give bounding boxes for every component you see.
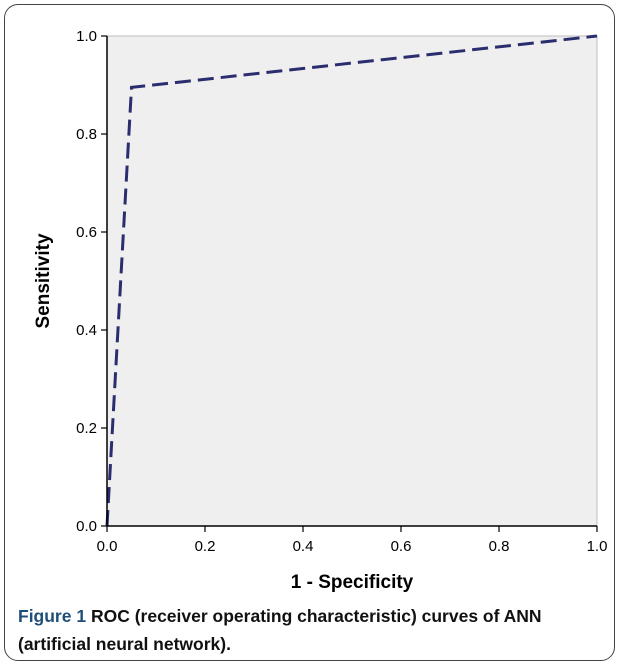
- y-tick-label: 0.8: [76, 126, 97, 143]
- y-tick-label: 0.6: [76, 224, 97, 241]
- x-tick-label: 0.4: [293, 538, 314, 555]
- roc-chart: 0.0 0.2 0.4 0.6 0.8 1.0 0.0 0.2 0.4 0.6 0.8 1.0 1 -…: [33, 28, 607, 593]
- y-tick-label: 0.4: [76, 322, 97, 339]
- x-tick-label: 1.0: [587, 538, 608, 555]
- y-axis-label: Sensitivity: [33, 233, 54, 328]
- axis-ticks: 0.0 0.2 0.4 0.6 0.8 1.0 0.0 0.2 0.4 0.6 0.8 1.0: [76, 28, 607, 555]
- figure-caption-text: ROC (receiver operating characteristic) …: [18, 606, 542, 654]
- x-tick-label: 0.6: [391, 538, 412, 555]
- x-tick-label: 0.0: [97, 538, 118, 555]
- series-group: [105, 34, 598, 527]
- x-tick-label: 0.2: [195, 538, 216, 555]
- y-tick-label: 1.0: [76, 28, 97, 45]
- x-axis-label: 1 - Specificity: [291, 572, 414, 593]
- figure-number: Figure 1: [18, 606, 87, 626]
- plot-area: [106, 35, 598, 527]
- figure-caption: Figure 1 ROC (receiver operating charact…: [18, 602, 608, 658]
- roc-curve-line: [105, 34, 598, 527]
- y-tick-label: 0.0: [76, 518, 97, 535]
- y-tick-label: 0.2: [76, 420, 97, 437]
- x-tick-label: 0.8: [489, 538, 510, 555]
